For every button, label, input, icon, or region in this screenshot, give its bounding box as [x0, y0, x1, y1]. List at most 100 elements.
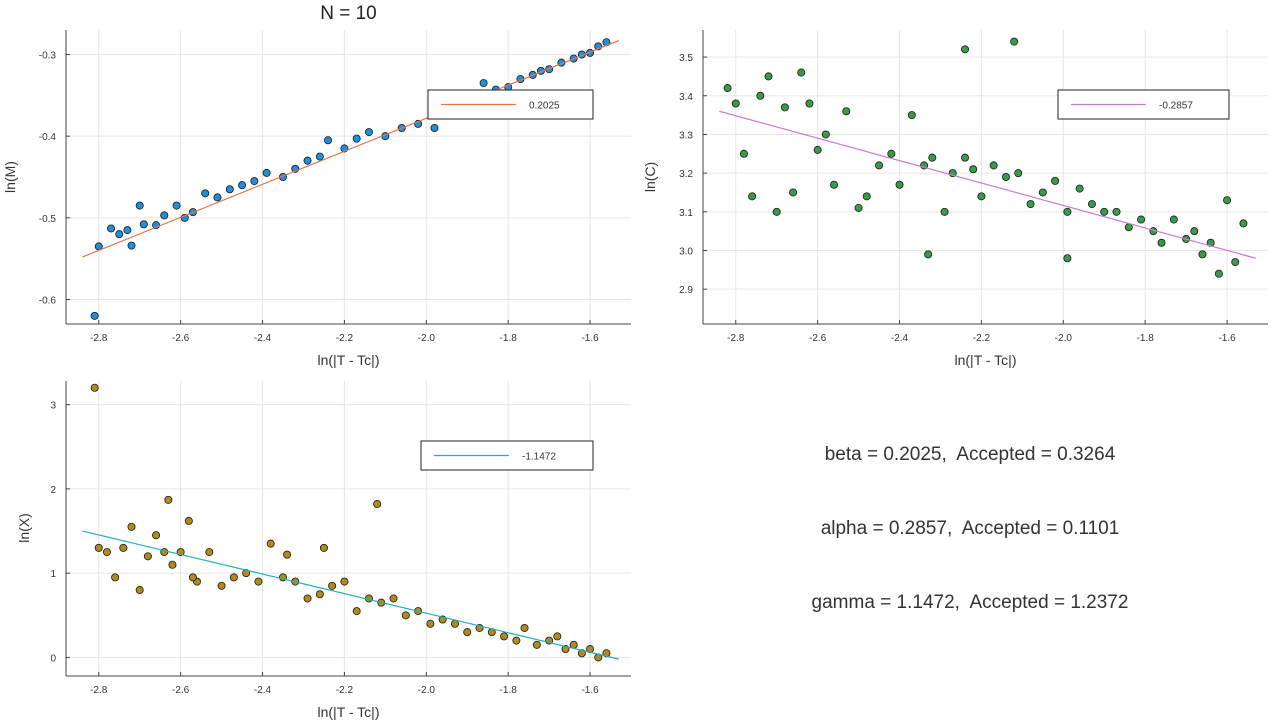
x-tick-label: -2.0 [418, 333, 436, 344]
legend-label: -1.1472 [522, 452, 556, 463]
data-point [225, 185, 234, 194]
data-point [364, 128, 373, 137]
legend-label: -0.2857 [1159, 101, 1193, 112]
data-point [1239, 219, 1248, 228]
data-point [115, 230, 124, 239]
legend-label: 0.2025 [529, 101, 560, 112]
x-tick-label: -2.6 [172, 333, 190, 344]
data-point [90, 311, 99, 320]
data-point [229, 573, 238, 582]
data-point [723, 84, 732, 93]
x-tick-label: -2.4 [891, 333, 909, 344]
data-point [127, 241, 136, 250]
fit-line [82, 530, 619, 660]
legend: -1.1472 [420, 440, 594, 471]
x-tick-label: -2.4 [254, 333, 272, 344]
data-point [188, 573, 197, 582]
data-point [201, 189, 210, 198]
data-point [184, 516, 193, 525]
data-point [797, 68, 806, 77]
data-point [352, 607, 361, 616]
data-point [805, 99, 814, 108]
data-point [731, 99, 740, 108]
data-point [352, 134, 361, 143]
data-point [1214, 269, 1223, 278]
data-point [127, 522, 136, 531]
data-point [1100, 207, 1109, 216]
data-point [764, 72, 773, 81]
data-point [94, 543, 103, 552]
data-point [821, 130, 830, 139]
data-point [1075, 184, 1084, 193]
y-tick-label: -0.5 [39, 214, 57, 225]
y-tick-label: 3.5 [679, 53, 693, 64]
chart-3: -2.8 -2.6 -2.4 -2.2 -2.0 -1.8 -1.6 0 1 2 3 ln(|T - … [16, 381, 631, 720]
data-point [1198, 250, 1207, 259]
data-point [940, 207, 949, 216]
data-point [119, 543, 128, 552]
summary-gamma: gamma = 1.1472, Accepted = 1.2372 [811, 592, 1129, 613]
data-point [430, 124, 439, 133]
data-point [961, 45, 970, 54]
data-point [319, 543, 328, 552]
data-point [1026, 200, 1035, 209]
data-point [907, 111, 916, 120]
data-point [780, 103, 789, 112]
y-tick-label: 2 [50, 485, 56, 496]
data-point [1223, 196, 1232, 205]
data-point [217, 581, 226, 590]
data-point [340, 577, 349, 586]
data-point [1157, 238, 1166, 247]
data-point [90, 383, 99, 392]
data-point [989, 161, 998, 170]
data-point [842, 107, 851, 116]
data-point [924, 250, 933, 259]
legend: 0.2025 [427, 89, 594, 120]
x-tick-label: -1.6 [581, 333, 599, 344]
y-axis-label: ln(M) [2, 161, 18, 193]
summary-beta: beta = 0.2025, Accepted = 0.3264 [824, 444, 1116, 465]
data-point [1112, 207, 1121, 216]
data-point [961, 153, 970, 162]
x-tick-label: -2.0 [1055, 333, 1073, 344]
y-tick-label: 3.4 [679, 92, 693, 103]
data-point [479, 79, 488, 88]
y-tick-label: 3.0 [679, 247, 693, 258]
data-point [324, 136, 333, 145]
y-tick-label: 2.9 [679, 285, 693, 296]
data-point [213, 193, 222, 202]
data-point [303, 156, 312, 165]
chart-1: -2.8 -2.6 -2.4 -2.2 -2.0 -1.8 -1.6 -0.6 -0.5 -0.4… [2, 3, 631, 368]
x-axis-label: ln(|T - Tc|) [955, 352, 1017, 368]
x-tick-label: -1.8 [1137, 333, 1155, 344]
data-point [1190, 227, 1199, 236]
data-point [254, 577, 263, 586]
data-point [520, 623, 529, 632]
data-point [303, 594, 312, 603]
data-point [1051, 176, 1060, 185]
fit-line [719, 110, 1256, 259]
data-point [135, 201, 144, 210]
data-point [895, 180, 904, 189]
data-point [107, 224, 116, 233]
data-point [463, 628, 472, 637]
x-tick-label: -2.2 [336, 333, 354, 344]
data-point [1014, 169, 1023, 178]
data-point [1038, 188, 1047, 197]
data-point [143, 552, 152, 561]
data-point [172, 201, 181, 210]
data-point [205, 548, 214, 557]
data-point [854, 203, 863, 212]
x-tick-label: -2.4 [254, 685, 272, 696]
data-point [577, 649, 586, 658]
y-tick-label: 3 [50, 401, 56, 412]
data-point [887, 149, 896, 158]
data-point [830, 180, 839, 189]
data-point [1137, 215, 1146, 224]
data-point [266, 539, 275, 548]
data-point [164, 495, 173, 504]
data-point [111, 573, 120, 582]
data-point [875, 161, 884, 170]
x-tick-label: -2.2 [336, 685, 354, 696]
